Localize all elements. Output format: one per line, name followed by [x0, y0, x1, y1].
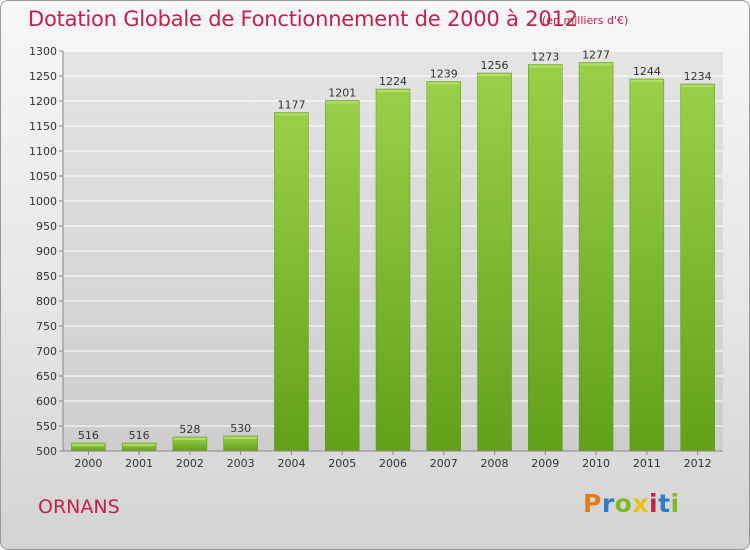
bar-highlight — [123, 444, 156, 446]
data-label: 1177 — [277, 99, 305, 112]
logo-letter: t — [658, 489, 671, 518]
bar-2011 — [629, 78, 665, 452]
data-label: 528 — [179, 423, 200, 436]
bar-2010 — [578, 62, 614, 452]
x-tick-label: 2001 — [125, 457, 153, 470]
x-tick-label: 2003 — [227, 457, 255, 470]
x-tick-label: 2008 — [481, 457, 509, 470]
data-label: 1256 — [481, 59, 509, 72]
y-tick-label: 800 — [36, 295, 57, 308]
logo-letter: x — [632, 489, 649, 518]
y-tick-label: 650 — [36, 370, 57, 383]
bar-2008 — [477, 72, 512, 452]
bar-highlight — [529, 65, 562, 68]
x-tick-label: 2002 — [176, 457, 204, 470]
y-tick-label: 550 — [36, 420, 57, 433]
data-label: 1234 — [684, 70, 712, 83]
axes — [62, 51, 723, 452]
logo-letter: i — [670, 489, 680, 518]
y-tick-label: 750 — [36, 320, 57, 333]
y-tick-label: 900 — [36, 245, 57, 258]
bar-highlight — [681, 85, 714, 87]
data-label: 530 — [230, 422, 251, 435]
bar-highlight — [173, 438, 206, 440]
data-label: 1244 — [633, 65, 661, 78]
data-label: 516 — [129, 429, 150, 442]
bar-2012 — [680, 83, 715, 452]
y-tick-label: 850 — [36, 270, 57, 283]
x-tick-label: 2007 — [430, 457, 458, 470]
bar-2004 — [274, 112, 309, 452]
data-label: 1273 — [531, 51, 559, 64]
logo-letter: o — [614, 489, 633, 518]
logo-letter: r — [601, 489, 615, 518]
y-tick-label: 600 — [36, 395, 57, 408]
data-label: 1201 — [328, 87, 356, 100]
x-tick-label: 2010 — [582, 457, 610, 470]
bar-highlight — [630, 80, 663, 82]
y-tick-label: 700 — [36, 345, 57, 358]
commune-name: ORNANS — [38, 496, 120, 518]
y-tick-label: 1050 — [29, 170, 57, 183]
x-tick-label: 2004 — [277, 457, 305, 470]
bar-highlight — [326, 101, 359, 104]
bar-highlight — [275, 113, 308, 116]
bar-highlight — [224, 437, 257, 439]
chart-subtitle: (en milliers d'€) — [542, 14, 629, 27]
x-tick-label: 2000 — [74, 457, 102, 470]
bar-2009 — [528, 64, 563, 452]
bars — [71, 62, 715, 452]
logo-letter: i — [649, 489, 659, 518]
x-tick-label: 2011 — [633, 457, 661, 470]
bar-2007 — [426, 81, 462, 452]
bar-highlight — [377, 90, 409, 92]
x-tick-label: 2009 — [531, 457, 559, 470]
y-axis-ticks: 500 550 600 650 700 750 800 850 900 950 1000 1050 11… — [29, 45, 63, 458]
logo-letter: P — [583, 489, 602, 518]
y-tick-label: 1200 — [29, 95, 57, 108]
y-tick-label: 1300 — [29, 45, 57, 58]
x-axis-ticks: 2000 2001 2002 2003 2004 2005 2006 2007 2008 2009… — [74, 451, 712, 470]
y-tick-label: 1150 — [29, 120, 57, 133]
y-tick-label: 1100 — [29, 145, 57, 158]
y-tick-label: 1000 — [29, 195, 57, 208]
data-label: 516 — [78, 429, 99, 442]
y-tick-label: 950 — [36, 220, 57, 233]
x-tick-label: 2012 — [684, 457, 712, 470]
data-label: 1277 — [582, 49, 610, 62]
data-label: 1224 — [379, 75, 407, 88]
bar-highlight — [427, 82, 460, 85]
y-tick-label: 500 — [36, 445, 57, 458]
chart-title: Dotation Globale de Fonctionnement de 20… — [28, 7, 578, 31]
bar-highlight — [478, 74, 511, 76]
y-tick-label: 1250 — [29, 70, 57, 83]
x-tick-label: 2006 — [379, 457, 407, 470]
proxiti-logo: Proxiti — [583, 489, 680, 518]
x-tick-label: 2005 — [328, 457, 356, 470]
data-label: 1239 — [430, 68, 458, 81]
bar-2005 — [324, 100, 360, 452]
data-labels: 516 516 528 530 1177 1201 1224 1239 1256 1273 1277… — [78, 49, 712, 443]
bar-2006 — [375, 88, 411, 452]
bar-highlight — [580, 63, 613, 66]
bar-highlight — [72, 444, 105, 446]
